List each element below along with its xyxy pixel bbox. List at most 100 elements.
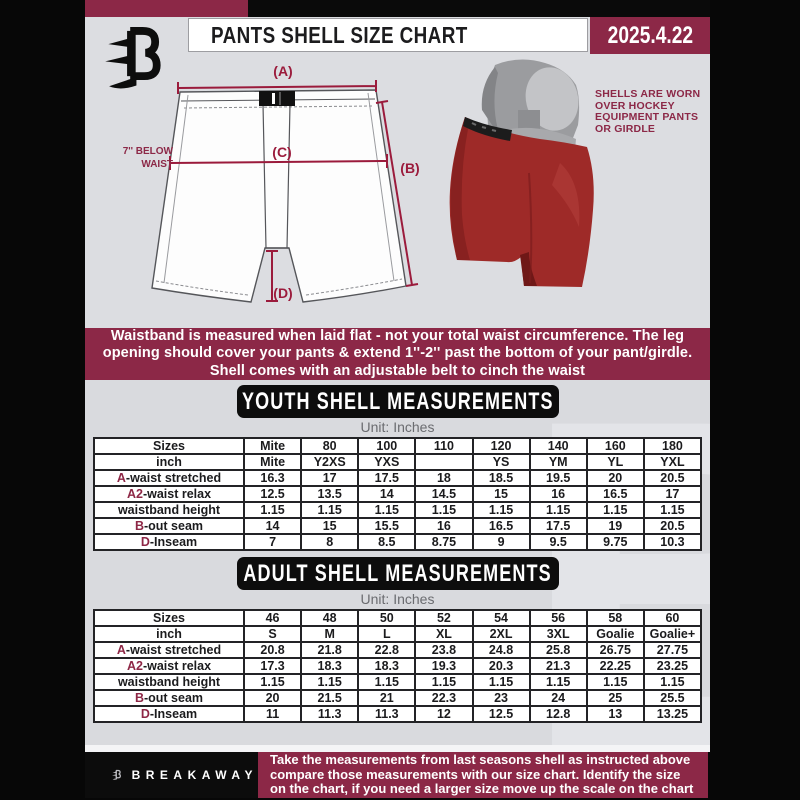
table-cell: Mite: [242, 453, 303, 471]
table-cell: 21.8: [300, 641, 360, 659]
table-cell: 15: [300, 517, 360, 535]
table-row: D-Inseam 7 8 8.5 8.75 9 9.5 9.75 10.3: [93, 533, 703, 551]
table-cell: YS: [471, 453, 531, 471]
table-cell: 24.8: [471, 641, 531, 659]
table-cell: YL: [585, 453, 645, 471]
table-cell: 18.3: [357, 657, 417, 675]
table-cell: 20.3: [471, 657, 531, 675]
youth-unit-label: Unit: Inches: [360, 419, 435, 435]
table-cell: 56: [528, 609, 588, 627]
table-cell: 16.3: [242, 469, 303, 487]
table-cell: 26.75: [585, 641, 645, 659]
table-cell: 1.15: [300, 501, 360, 519]
table-cell: 21: [357, 689, 417, 707]
table-cell: B-out seam: [93, 689, 245, 707]
table-cell: A-waist stretched: [93, 641, 245, 659]
table-cell: 1.15: [528, 673, 588, 691]
table-row: waistband height 1.15 1.15 1.15 1.15 1.15 1.15…: [93, 673, 703, 691]
table-row: A-waist stretched 16.3 17 17.5 18 18.5 19.5 20 2…: [93, 469, 703, 487]
table-cell: Sizes: [93, 609, 245, 627]
table-cell: [414, 453, 474, 471]
table-cell: 11: [242, 705, 303, 723]
table-cell: 25: [585, 689, 645, 707]
footer-note-box: Take the measurements from last seasons …: [258, 752, 708, 798]
table-cell: 7: [242, 533, 303, 551]
table-cell: 8.75: [414, 533, 474, 551]
youth-heading-banner: YOUTH SHELL MEASUREMENTS: [236, 385, 559, 418]
table-row: waistband height 1.15 1.15 1.15 1.15 1.15 1.15…: [93, 501, 703, 519]
shorts-measurement-diagram: [151, 80, 419, 303]
table-cell: 13: [585, 705, 645, 723]
adult-heading-banner: ADULT SHELL MEASUREMENTS: [236, 557, 559, 590]
table-cell: 1.15: [300, 673, 360, 691]
table-cell: D-Inseam: [93, 533, 245, 551]
sheet-bottom-edge: [85, 745, 710, 752]
table-cell: 14: [242, 517, 303, 535]
date-text: 2025.4.22: [607, 21, 693, 49]
footer-note: Take the measurements from last seasons …: [270, 752, 694, 797]
table-cell: 17: [300, 469, 360, 487]
table-cell: 12.5: [242, 485, 303, 503]
table-cell: 14: [357, 485, 417, 503]
youth-size-table: Sizes Mite 80 100 110 120 140 160 180 inch Mite Y2X…: [93, 437, 703, 551]
measure-label-a: (A): [273, 63, 293, 79]
table-cell: A-waist stretched: [93, 469, 245, 487]
table-cell: 25.8: [528, 641, 588, 659]
table-cell: waistband height: [93, 501, 245, 519]
table-row: A2-waist relax 12.5 13.5 14 14.5 15 16 16.5 17: [93, 485, 703, 503]
table-cell: YM: [528, 453, 588, 471]
table-cell: 16: [528, 485, 588, 503]
measure-label-c: (C): [272, 144, 292, 160]
table-cell: YXS: [357, 453, 417, 471]
table-cell: 22.25: [585, 657, 645, 675]
table-cell: 22.3: [414, 689, 474, 707]
table-cell: 16: [414, 517, 474, 535]
table-cell: 20: [585, 469, 645, 487]
page-title: PANTS SHELL SIZE CHART: [211, 21, 468, 48]
table-cell: A2-waist relax: [93, 485, 245, 503]
table-cell: XL: [414, 625, 474, 643]
table-cell: 20: [242, 689, 303, 707]
table-cell: 160: [585, 437, 645, 455]
table-cell: 20.8: [242, 641, 303, 659]
top-strip: [85, 0, 710, 17]
brand-name: BREAKAWAY: [131, 768, 258, 782]
table-row: inch Mite Y2XS YXS YS YM YL YXL: [93, 453, 703, 471]
below-waist-note: 7'' BELOW WAIST: [122, 146, 173, 170]
table-row: A-waist stretched 20.8 21.8 22.8 23.8 24.8 25.…: [93, 641, 703, 659]
table-cell: 18.5: [471, 469, 531, 487]
notice-text: Waistband is measured when laid flat - n…: [102, 327, 693, 379]
table-cell: 1.15: [528, 501, 588, 519]
table-cell: 19: [585, 517, 645, 535]
table-cell: 8.5: [357, 533, 417, 551]
tables-section: B YOUTH SHELL MEASUREMENTS Unit: Inches …: [85, 380, 710, 745]
table-cell: 140: [528, 437, 588, 455]
table-cell: 17.5: [357, 469, 417, 487]
table-cell: 180: [642, 437, 703, 455]
breakaway-logo-icon: [95, 20, 181, 98]
table-header-row: Sizes Mite 80 100 110 120 140 160 180: [93, 437, 703, 455]
table-cell: 1.15: [357, 673, 417, 691]
table-cell: 17.5: [528, 517, 588, 535]
youth-heading: YOUTH SHELL MEASUREMENTS: [241, 387, 554, 415]
table-cell: 8: [300, 533, 360, 551]
header: PANTS SHELL SIZE CHART 2025.4.22: [85, 17, 710, 55]
measure-label-d: (D): [273, 285, 293, 301]
table-cell: 1.15: [242, 501, 303, 519]
table-cell: Sizes: [93, 437, 245, 455]
table-row: B-out seam 20 21.5 21 22.3 23 24 25 25.5: [93, 689, 703, 707]
table-cell: YXL: [642, 453, 703, 471]
table-cell: 21.3: [528, 657, 588, 675]
table-cell: inch: [93, 625, 245, 643]
measure-label-b: (B): [400, 160, 420, 176]
table-cell: 14.5: [414, 485, 474, 503]
title-bar: PANTS SHELL SIZE CHART: [188, 18, 588, 52]
table-cell: 1.15: [471, 673, 531, 691]
table-cell: 18: [414, 469, 474, 487]
table-cell: 12: [414, 705, 474, 723]
notice-banner: Waistband is measured when laid flat - n…: [85, 328, 710, 380]
table-cell: Goalie+: [642, 625, 703, 643]
table-cell: 1.15: [585, 673, 645, 691]
table-cell: 1.15: [357, 501, 417, 519]
table-cell: 60: [642, 609, 703, 627]
